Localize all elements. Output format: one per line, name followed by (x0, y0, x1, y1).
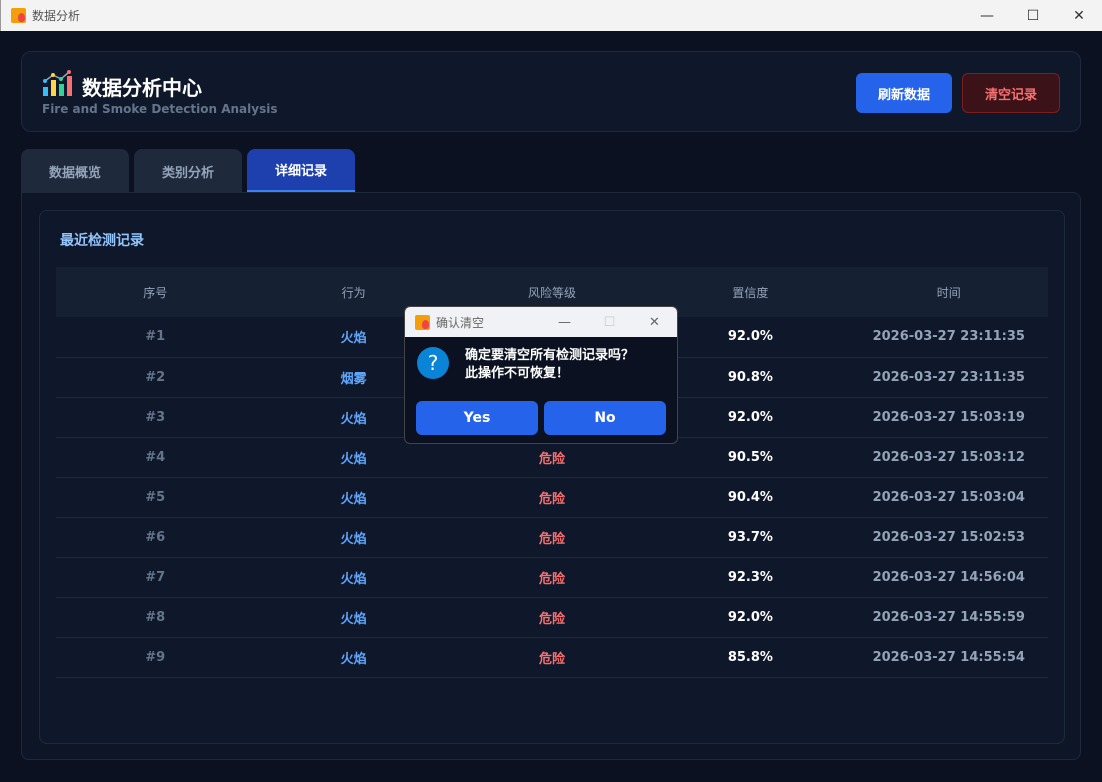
cell-index: #3 (56, 397, 255, 438)
cell-time: 2026-03-27 14:55:54 (849, 637, 1048, 678)
cell-behavior: 火焰 (254, 597, 453, 638)
question-icon: ? (417, 347, 449, 379)
cell-index: #9 (56, 637, 255, 678)
cell-time: 2026-03-27 14:55:59 (849, 597, 1048, 638)
cell-behavior: 火焰 (254, 637, 453, 678)
cell-risk-level: 危险 (452, 557, 652, 598)
cell-confidence: 93.7% (651, 517, 850, 558)
dialog-message-line: 确定要清空所有检测记录吗？ (465, 348, 635, 363)
dialog-titlebar: 确认清空 — ☐ ✕ (405, 307, 677, 337)
no-button[interactable]: No (544, 401, 666, 435)
column-header-index: 序号 (56, 267, 255, 317)
cell-risk-level: 危险 (452, 477, 652, 518)
tab-detailed-records[interactable]: 详细记录 (247, 149, 355, 193)
cell-confidence: 85.8% (651, 637, 850, 678)
dialog-minimize-button[interactable]: — (558, 314, 571, 330)
dialog-close-button[interactable]: ✕ (649, 314, 660, 330)
cell-index: #5 (56, 477, 255, 518)
dialog-message: 确定要清空所有检测记录吗？ 此操作不可恢复！ (465, 347, 634, 383)
table-row[interactable]: #4 火焰 危险 90.5% 2026-03-27 15:03:12 (56, 437, 1048, 478)
cell-confidence: 92.0% (651, 317, 850, 358)
cell-time: 2026-03-27 15:03:19 (849, 397, 1048, 438)
cell-confidence: 92.0% (651, 397, 850, 438)
cell-time: 2026-03-27 23:11:35 (849, 357, 1048, 398)
minimize-button[interactable]: — (980, 7, 994, 24)
table-row[interactable]: #7 火焰 危险 92.3% 2026-03-27 14:56:04 (56, 557, 1048, 598)
dialog-title: 确认清空 (436, 315, 485, 330)
tab-panel: 最近检测记录 序号 行为 风险等级 置信度 时间 #1 火焰 92.0% 2026-03-27… (21, 192, 1081, 760)
table-row[interactable]: #1 火焰 92.0% 2026-03-27 23:11:35 (56, 317, 1048, 358)
yes-button[interactable]: Yes (416, 401, 538, 435)
cell-index: #6 (56, 517, 255, 558)
dialog-message-line: 此操作不可恢复！ (465, 366, 570, 381)
clear-records-button[interactable]: 清空记录 (962, 73, 1060, 113)
app-fire-icon (415, 314, 430, 330)
cell-time: 2026-03-27 15:03:04 (849, 477, 1048, 518)
close-button[interactable]: ✕ (1073, 7, 1085, 24)
cell-confidence: 92.0% (651, 597, 850, 638)
cell-confidence: 90.5% (651, 437, 850, 478)
cell-confidence: 90.8% (651, 357, 850, 398)
cell-index: #4 (56, 437, 255, 478)
refresh-data-button[interactable]: 刷新数据 (856, 73, 952, 113)
cell-time: 2026-03-27 14:56:04 (849, 557, 1048, 598)
table-row[interactable]: #3 火焰 92.0% 2026-03-27 15:03:19 (56, 397, 1048, 438)
table-row[interactable]: #6 火焰 危险 93.7% 2026-03-27 15:02:53 (56, 517, 1048, 558)
confirm-clear-dialog: 确认清空 — ☐ ✕ ? 确定要清空所有检测记录吗？ 此操作不可恢复！ Yes … (404, 306, 678, 444)
cell-confidence: 92.3% (651, 557, 850, 598)
cell-time: 2026-03-27 23:11:35 (849, 317, 1048, 358)
table-row[interactable]: #9 火焰 危险 85.8% 2026-03-27 14:55:54 (56, 637, 1048, 678)
cell-risk-level: 危险 (452, 517, 652, 558)
window-title: 数据分析 (32, 9, 81, 23)
header-card: 数据分析中心 Fire and Smoke Detection Analysis… (21, 51, 1081, 132)
tab-overview[interactable]: 数据概览 (21, 149, 129, 193)
cell-behavior: 火焰 (254, 477, 453, 518)
cell-behavior: 火焰 (254, 557, 453, 598)
page-title: 数据分析中心 (82, 76, 202, 100)
cell-behavior: 火焰 (254, 517, 453, 558)
tab-bar: 数据概览 类别分析 详细记录 (21, 149, 355, 193)
cell-time: 2026-03-27 15:03:12 (849, 437, 1048, 478)
table-row[interactable]: #8 火焰 危险 92.0% 2026-03-27 14:55:59 (56, 597, 1048, 638)
app-fire-icon (11, 8, 26, 23)
column-header-time: 时间 (849, 267, 1048, 317)
chart-logo-icon (43, 70, 72, 96)
maximize-button[interactable]: ☐ (1026, 7, 1040, 24)
page-subtitle: Fire and Smoke Detection Analysis (42, 102, 278, 116)
column-header-confidence: 置信度 (651, 267, 850, 317)
cell-risk-level: 危险 (452, 597, 652, 638)
dialog-maximize-button: ☐ (603, 314, 616, 330)
window-titlebar: 数据分析 — ☐ ✕ (0, 0, 1102, 31)
records-title: 最近检测记录 (60, 233, 144, 249)
cell-risk-level: 危险 (452, 637, 652, 678)
records-card: 最近检测记录 序号 行为 风险等级 置信度 时间 #1 火焰 92.0% 2026-03-27… (39, 210, 1065, 744)
cell-index: #8 (56, 597, 255, 638)
table-row[interactable]: #5 火焰 危险 90.4% 2026-03-27 15:03:04 (56, 477, 1048, 518)
tab-category-analysis[interactable]: 类别分析 (134, 149, 242, 193)
cell-confidence: 90.4% (651, 477, 850, 518)
cell-index: #7 (56, 557, 255, 598)
cell-time: 2026-03-27 15:02:53 (849, 517, 1048, 558)
cell-index: #1 (56, 317, 255, 358)
cell-index: #2 (56, 357, 255, 398)
